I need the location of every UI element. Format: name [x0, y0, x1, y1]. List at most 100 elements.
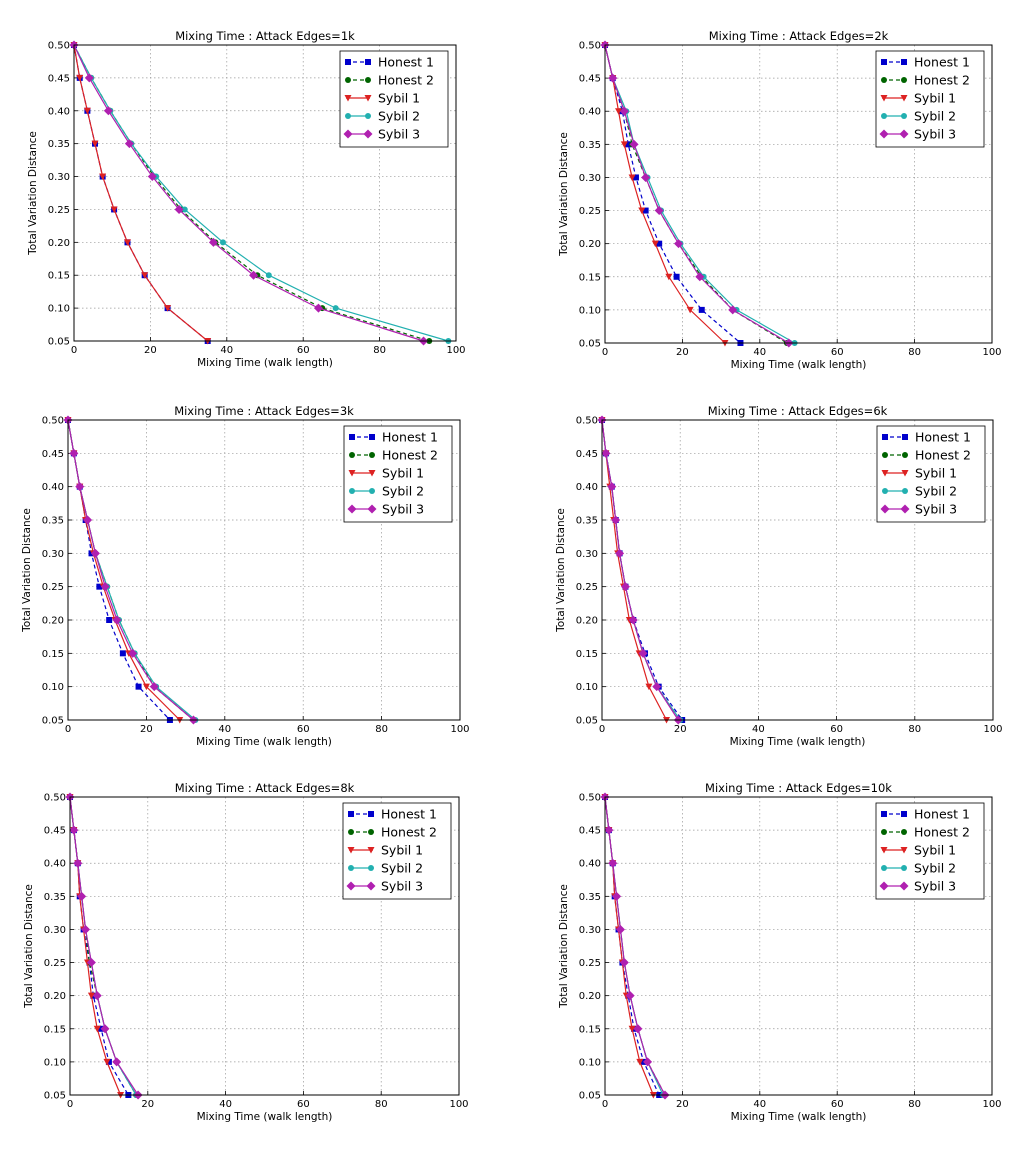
legend-marker: [349, 434, 355, 440]
data-point: [604, 825, 614, 835]
legend-marker: [881, 811, 887, 817]
chart-panel-1: 0 20 40 60 80 100 0.05 0.10 0.15 0.20 0.25 0.30 0.35…: [27, 29, 466, 369]
series-line: [69, 796, 139, 1096]
plot-frame: [73, 44, 457, 342]
series-sybil-3: [597, 415, 683, 725]
data-point: [96, 583, 103, 590]
legend-marker: [880, 504, 890, 514]
x-tick-label: 0: [599, 724, 605, 735]
legend-marker: [365, 113, 371, 119]
series-line: [601, 419, 681, 721]
data-point: [83, 107, 91, 115]
legend-marker: [349, 488, 355, 494]
legend: Honest 1 Honest 2 Sybil 1 Sybil 2 Sybil 3: [343, 425, 453, 523]
data-point: [106, 617, 113, 623]
data-point: [105, 1058, 112, 1065]
legend: Honest 1 Honest 2 Sybil 1 Sybil 2 Sybil 3: [875, 802, 985, 900]
y-tick-label: 0.05: [579, 1091, 601, 1102]
y-tick-label: 0.50: [44, 793, 66, 804]
y-tick-label: 0.35: [48, 139, 70, 150]
legend-marker: [882, 452, 888, 458]
legend-label: Sybil 3: [914, 127, 956, 142]
legend-marker: [368, 829, 374, 835]
x-tick-label: 0: [71, 345, 77, 356]
data-point: [643, 1057, 653, 1067]
data-point: [103, 106, 113, 116]
data-point: [75, 482, 85, 492]
legend: Honest 1 Honest 2 Sybil 1 Sybil 2 Sybil 3: [342, 802, 452, 900]
y-tick-label: 0.50: [579, 41, 601, 52]
legend-marker: [348, 470, 356, 477]
legend-marker: [900, 95, 908, 102]
x-tick-label: 80: [908, 347, 921, 358]
y-axis-label: Total Variation Distance: [555, 508, 567, 633]
data-point: [698, 306, 705, 313]
legend-marker: [901, 865, 907, 871]
y-tick-label: 0.45: [576, 449, 598, 460]
series-honest-1: [599, 417, 686, 723]
data-point: [313, 303, 323, 313]
y-tick-label: 0.35: [44, 892, 66, 903]
y-tick-label: 0.05: [576, 716, 598, 727]
y-tick-label: 0.40: [48, 106, 70, 117]
series-sybil-2: [599, 417, 684, 723]
legend-marker: [900, 847, 908, 854]
series-sybil-1: [64, 417, 184, 724]
x-tick-label: 40: [219, 1099, 232, 1110]
data-point: [632, 174, 639, 181]
legend-label: Honest 1: [914, 55, 970, 70]
data-point: [615, 924, 625, 934]
x-tick-label: 0: [602, 347, 608, 358]
data-point: [91, 140, 99, 148]
data-point: [615, 108, 623, 115]
legend-label: Honest 2: [378, 73, 434, 88]
y-tick-label: 0.25: [576, 582, 598, 593]
data-point: [112, 615, 122, 625]
legend-marker: [881, 77, 887, 83]
chart-title: Mixing Time : Attack Edges=2k: [709, 29, 889, 43]
x-axis-label: Mixing Time (walk length): [730, 736, 866, 748]
x-axis-label: Mixing Time (walk length): [196, 736, 332, 748]
x-axis-label: Mixing Time (walk length): [731, 1111, 867, 1123]
x-tick-label: 60: [831, 347, 844, 358]
series-line: [604, 44, 795, 344]
data-point: [83, 515, 93, 525]
y-tick-label: 0.05: [44, 1091, 66, 1102]
data-point: [615, 548, 625, 558]
y-tick-label: 0.30: [48, 172, 70, 183]
series-line: [604, 796, 666, 1096]
x-tick-label: 20: [140, 724, 153, 735]
legend-marker: [345, 77, 351, 83]
y-tick-label: 0.40: [576, 482, 598, 493]
series-line: [67, 419, 171, 721]
y-tick-label: 0.15: [42, 649, 64, 660]
y-tick-label: 0.35: [576, 516, 598, 527]
x-tick-label: 100: [449, 1099, 468, 1110]
x-tick-label: 20: [144, 345, 157, 356]
y-tick-label: 0.20: [48, 238, 70, 249]
series-line: [601, 419, 668, 721]
data-point: [103, 1058, 111, 1066]
plot-frame: [604, 796, 993, 1096]
data-point: [93, 1025, 101, 1033]
y-tick-label: 0.30: [576, 549, 598, 560]
y-tick-label: 0.35: [42, 516, 64, 527]
series-line: [73, 44, 209, 342]
y-tick-label: 0.25: [44, 958, 66, 969]
grid: [70, 797, 459, 1095]
y-axis-label: Total Variation Distance: [21, 508, 33, 633]
legend-marker: [901, 59, 907, 65]
y-tick-label: 0.40: [579, 859, 601, 870]
data-point: [135, 683, 142, 690]
y-tick-label: 0.25: [48, 205, 70, 216]
data-point: [652, 682, 662, 692]
data-point: [665, 273, 673, 281]
y-tick-label: 0.20: [579, 991, 601, 1002]
data-point: [625, 991, 635, 1001]
legend-box: [343, 425, 453, 523]
data-point: [620, 582, 630, 592]
plot-frame: [67, 419, 461, 721]
legend-marker: [363, 129, 373, 139]
plot-frame: [601, 419, 994, 721]
